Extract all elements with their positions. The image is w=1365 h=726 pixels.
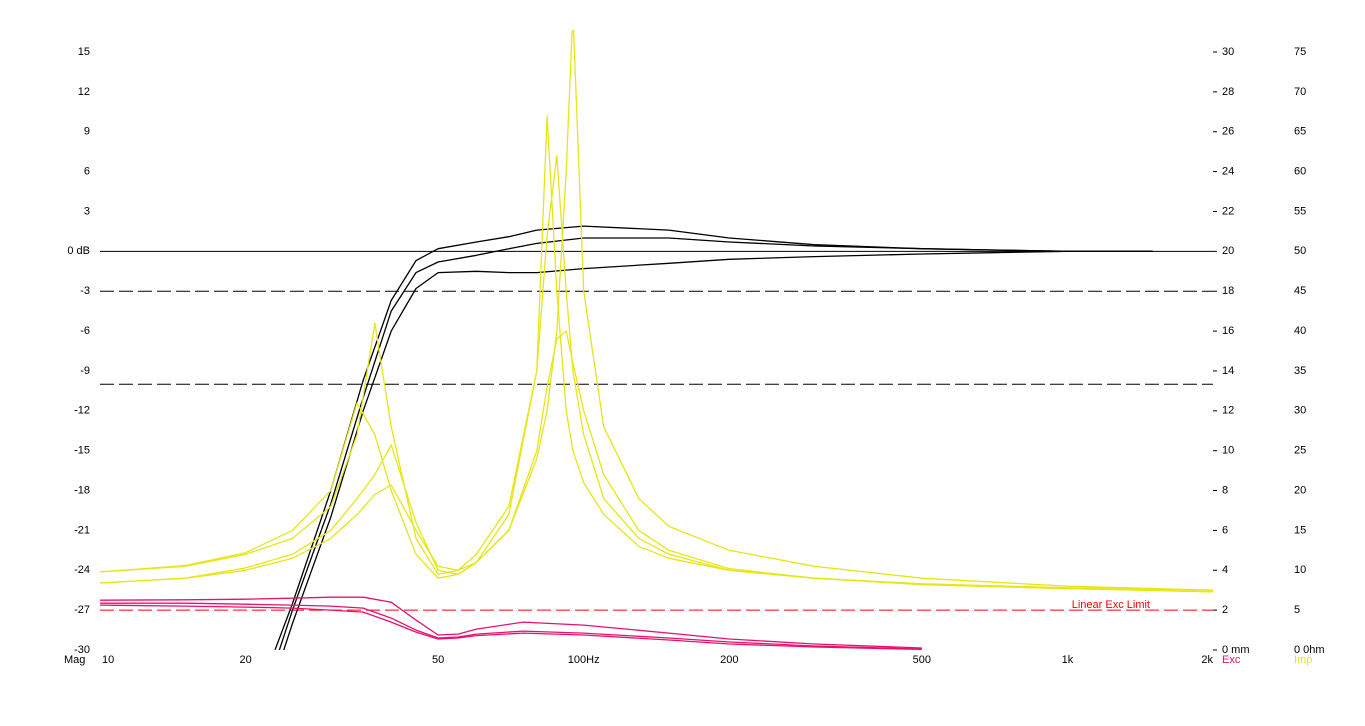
x-tick-label: 10 (102, 654, 114, 666)
y-tick-label: -15 (74, 445, 90, 457)
y3-tick-label: 45 (1294, 285, 1306, 297)
y3-tick-label: 0 0hm (1294, 644, 1325, 656)
y2-tick-label: 2 (1222, 604, 1228, 616)
y2-tick-label: 26 (1222, 126, 1234, 138)
y2-tick-label: 12 (1222, 405, 1234, 417)
series-line (100, 155, 1213, 593)
y-tick-label: -6 (80, 325, 90, 337)
y3-tick-label: 65 (1294, 126, 1306, 138)
y-tick-label: -9 (80, 365, 90, 377)
series-line (100, 596, 922, 649)
x-tick-label: 200 (720, 654, 738, 666)
y-tick-label: -21 (74, 524, 90, 536)
y-tick-label: 6 (84, 166, 90, 178)
series-line (278, 237, 1153, 650)
y-tick-label: 12 (78, 86, 90, 98)
y-tick-label: 9 (84, 126, 90, 138)
y2-tick-label: 14 (1222, 365, 1234, 377)
y2-tick-label: 10 (1222, 445, 1234, 457)
y-tick-label: -18 (74, 484, 90, 496)
y2-tick-label: 30 (1222, 46, 1234, 58)
series-line (100, 602, 922, 650)
series-line (100, 604, 922, 650)
y2-tick-label: 8 (1222, 484, 1228, 496)
y-tick-label: 0 dB (67, 245, 90, 257)
curve-layer (100, 30, 1213, 650)
x-tick-label: 50 (432, 654, 444, 666)
y2-tick-label: 16 (1222, 325, 1234, 337)
reference-label: Linear Exc Limit (1072, 599, 1150, 611)
y3-tick-label: 55 (1294, 205, 1306, 217)
y-axis-label: Mag (64, 654, 85, 666)
y3-axis-label: Imp (1294, 654, 1312, 666)
y3-tick-label: 40 (1294, 325, 1306, 337)
y3-tick-label: 30 (1294, 405, 1306, 417)
series-line (100, 330, 1213, 593)
y3-tick-label: 70 (1294, 86, 1306, 98)
y-tick-label: 15 (78, 46, 90, 58)
x-tick-label: 2k (1201, 654, 1213, 666)
y3-tick-label: 60 (1294, 166, 1306, 178)
y3-tick-label: 10 (1294, 564, 1306, 576)
y2-tick-label: 20 (1222, 245, 1234, 257)
y-tick-label: -27 (74, 604, 90, 616)
y2-tick-label: 22 (1222, 205, 1234, 217)
y-tick-label: -30 (74, 644, 90, 656)
y3-tick-label: 20 (1294, 484, 1306, 496)
grid-layer (100, 250, 1213, 611)
x-tick-label: 100Hz (568, 654, 600, 666)
y2-axis-label: Exc (1222, 654, 1241, 666)
y3-tick-label: 75 (1294, 46, 1306, 58)
y2-tick-label: 4 (1222, 564, 1228, 576)
y3-tick-label: 5 (1294, 604, 1300, 616)
y-tick-label: 3 (84, 205, 90, 217)
y3-tick-label: 35 (1294, 365, 1306, 377)
series-line (100, 30, 1213, 591)
x-tick-label: 20 (239, 654, 251, 666)
series-line (100, 115, 1213, 591)
y3-tick-label: 25 (1294, 445, 1306, 457)
y2-tick-label: 28 (1222, 86, 1234, 98)
y2-tick-label: 18 (1222, 285, 1234, 297)
y2-tick-label: 6 (1222, 524, 1228, 536)
y2-tick-label: 0 mm (1222, 644, 1250, 656)
y3-tick-label: 15 (1294, 524, 1306, 536)
y-tick-label: -24 (74, 564, 90, 576)
label-layer: 15 12 9 6 3 0 dB -3 -6 -9 -12 -15 -18 -21 -24 -27 -30 30… (64, 46, 1325, 666)
y-tick-label: -3 (80, 285, 90, 297)
y-tick-label: -12 (74, 405, 90, 417)
y2-tick-label: 24 (1222, 166, 1234, 178)
x-tick-label: 500 (913, 654, 931, 666)
x-tick-label: 1k (1062, 654, 1074, 666)
y3-tick-label: 50 (1294, 245, 1306, 257)
